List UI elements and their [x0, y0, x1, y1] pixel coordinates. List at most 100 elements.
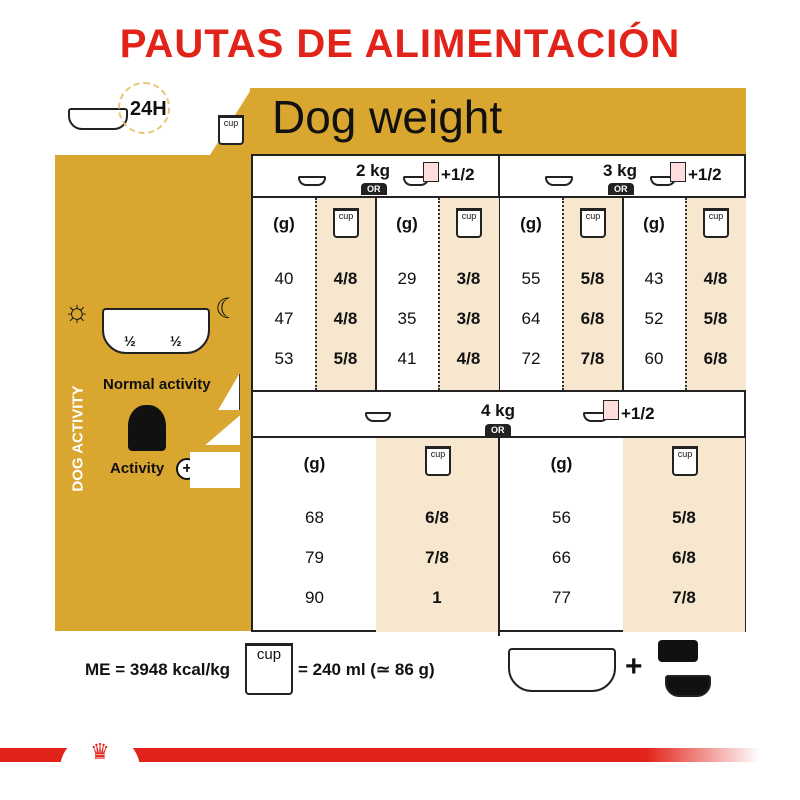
weight-label: 4 kg: [480, 401, 516, 420]
g-header: (g): [396, 214, 418, 233]
cup-value: 6/8: [425, 508, 449, 527]
food-bag-icon: [603, 400, 619, 420]
grams-value: 43: [644, 269, 664, 288]
water-tap-icon: [658, 640, 698, 662]
bowl-icon: [298, 176, 326, 186]
cup-value: 4/8: [333, 269, 358, 288]
col-divider: [622, 196, 624, 390]
page-title: PAUTAS DE ALIMENTACIÓN: [119, 22, 681, 66]
grams-value: 56: [552, 508, 571, 527]
grams-value: 66: [552, 548, 571, 567]
header-band: [250, 88, 746, 154]
grams-value: 52: [644, 309, 664, 328]
dotted-divider: [562, 198, 564, 390]
cup-value: 4/8: [456, 349, 481, 368]
grams-value: 47: [274, 309, 294, 328]
me-text: ME = 3948 kcal/kg: [85, 660, 231, 679]
activity-step-3: [190, 452, 240, 488]
cup-value: 7/8: [425, 548, 449, 567]
col-divider: [375, 196, 377, 390]
grams-value: 68: [305, 508, 324, 527]
cup-value: 6/8: [580, 309, 605, 328]
col-divider: [498, 156, 500, 390]
bowl-icon: [545, 176, 573, 186]
cup-icon: cup: [218, 115, 244, 145]
weight-label: 3 kg: [602, 161, 638, 180]
cup-value: 5/8: [672, 508, 696, 527]
plus-sign: +: [625, 650, 643, 683]
cup-icon: cup: [580, 208, 606, 238]
plus-half-label: +1/2: [688, 165, 722, 184]
cup-value: 5/8: [703, 309, 728, 328]
food-bag-icon: [670, 162, 686, 182]
cup-value: 6/8: [703, 349, 728, 368]
cup-value: 5/8: [333, 349, 358, 368]
cup-value: 4/8: [703, 269, 728, 288]
water-bowl-icon: [665, 675, 711, 697]
grams-value: 77: [552, 588, 571, 607]
cup-value: 7/8: [672, 588, 696, 607]
cup-value: 3/8: [456, 269, 481, 288]
cup-equivalence: = 240 ml (≃ 86 g): [298, 660, 435, 679]
cup-icon: cup: [425, 446, 451, 476]
clock-icon: [118, 82, 170, 134]
header-title: Dog weight: [272, 91, 503, 143]
grams-value: 40: [274, 269, 294, 288]
half-evening: ½: [170, 333, 182, 349]
weight-label: 2 kg: [355, 161, 391, 180]
grams-value: 29: [397, 269, 417, 288]
cup-value: 7/8: [580, 349, 605, 368]
bowl-icon: [365, 412, 391, 422]
g-header: (g): [303, 454, 326, 473]
royal-canin-crown-logo: ♛: [60, 735, 140, 769]
or-badge: OR: [485, 424, 511, 436]
grams-value: 35: [397, 309, 417, 328]
or-badge: OR: [608, 183, 634, 195]
cup-icon: cup: [672, 446, 698, 476]
normal-activity-label: Normal activity: [103, 376, 211, 393]
grams-value: 53: [274, 349, 294, 368]
activity-step-1: [218, 374, 240, 410]
grams-value: 90: [305, 588, 324, 607]
cup-icon: cup: [703, 208, 729, 238]
half-morning: ½: [124, 333, 136, 349]
g-header: (g): [520, 214, 542, 233]
cup-icon: cup: [456, 208, 482, 238]
cup-icon: cup: [245, 643, 293, 695]
grams-value: 72: [521, 349, 541, 368]
grams-value: 79: [305, 548, 324, 567]
dotted-divider: [438, 198, 440, 390]
grams-value: 41: [397, 349, 417, 368]
food-bag-icon: [423, 162, 439, 182]
grams-value: 60: [644, 349, 664, 368]
dotted-divider: [685, 198, 687, 390]
cup-value: 1: [432, 588, 442, 607]
col-divider: [498, 436, 500, 636]
activity-plus-label: Activity: [110, 460, 165, 477]
feeding-table: 2 kg OR +1/2 (g) cup 40 4/8 47 4/8 53 5/8 (g) cup 29 3…: [251, 154, 746, 636]
plus-half-label: +1/2: [621, 404, 655, 423]
cup-value: 4/8: [333, 309, 358, 328]
dog-activity-label: DOG ACTIVITY: [69, 385, 87, 492]
cup-icon: cup: [333, 208, 359, 238]
row-divider: [253, 390, 744, 392]
footer-stripe: [0, 748, 760, 762]
cup-value: 3/8: [456, 309, 481, 328]
moon-icon: ☾: [215, 293, 241, 324]
g-header: (g): [550, 454, 573, 473]
food-bowl-icon: [102, 308, 210, 354]
activity-step-2: [205, 415, 240, 445]
grams-value: 64: [521, 309, 541, 328]
24h-label: 24H: [130, 98, 167, 120]
grams-value: 55: [521, 269, 541, 288]
dog-silhouette-icon: [128, 405, 166, 451]
cup-value: 6/8: [672, 548, 696, 567]
g-header: (g): [643, 214, 665, 233]
or-badge: OR: [361, 183, 387, 195]
food-bowl-icon: [508, 648, 616, 692]
plus-half-label: +1/2: [441, 165, 475, 184]
dotted-divider: [315, 198, 317, 390]
g-header: (g): [273, 214, 295, 233]
cup-value: 5/8: [580, 269, 605, 288]
sun-icon: ☼: [63, 295, 91, 328]
